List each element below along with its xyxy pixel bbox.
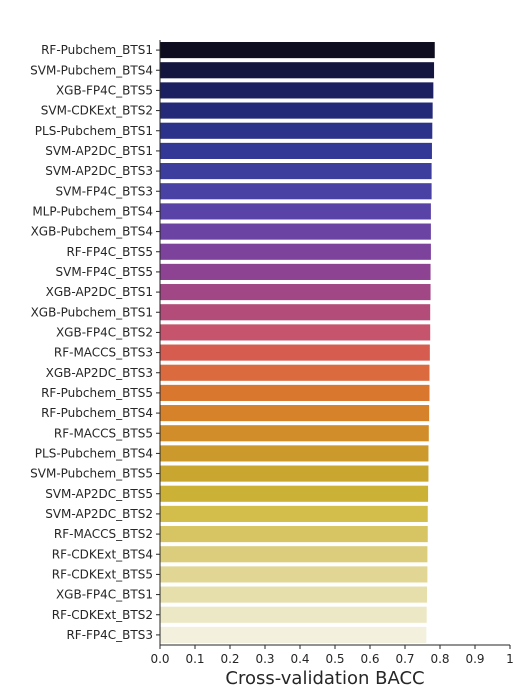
x-tick-label: 0.9 — [465, 652, 484, 666]
bar-SVM-Pubchem_BTS5 — [160, 465, 429, 482]
y-tick-label: MLP-Pubchem_BTS4 — [32, 204, 153, 218]
bar-XGB-FP4C_BTS2 — [160, 324, 431, 341]
y-tick-label: RF-CDKExt_BTS5 — [52, 567, 153, 581]
y-tick-label: XGB-AP2DC_BTS3 — [46, 366, 153, 380]
y-tick-label: RF-Pubchem_BTS1 — [41, 43, 153, 57]
bar-SVM-AP2DC_BTS3 — [160, 163, 432, 180]
bar-XGB-FP4C_BTS1 — [160, 586, 428, 603]
y-tick-labels: RF-Pubchem_BTS1 SVM-Pubchem_BTS4 XGB-FP4C_… — [30, 43, 160, 642]
x-tick-label: 0.0 — [150, 652, 169, 666]
y-tick-label: SVM-AP2DC_BTS2 — [45, 507, 153, 521]
y-tick-label: RF-Pubchem_BTS4 — [41, 406, 153, 420]
x-tick-label: 1 — [506, 652, 514, 666]
bar-RF-FP4C_BTS5 — [160, 243, 431, 260]
x-tick-label: 0.8 — [430, 652, 449, 666]
bar-XGB-AP2DC_BTS1 — [160, 284, 431, 301]
bar-XGB-AP2DC_BTS3 — [160, 364, 430, 381]
y-tick-label: XGB-FP4C_BTS2 — [56, 325, 153, 339]
y-tick-label: SVM-AP2DC_BTS3 — [45, 164, 153, 178]
bar-group — [160, 42, 435, 643]
bar-RF-FP4C_BTS3 — [160, 626, 427, 643]
x-tick-label: 0.3 — [255, 652, 274, 666]
bar-RF-Pubchem_BTS5 — [160, 384, 430, 401]
y-tick-label: RF-MACCS_BTS2 — [54, 527, 153, 541]
y-tick-label: SVM-FP4C_BTS3 — [56, 184, 153, 198]
x-tick-label: 0.2 — [220, 652, 239, 666]
y-tick-label: XGB-AP2DC_BTS1 — [46, 285, 153, 299]
y-tick-label: RF-MACCS_BTS3 — [54, 346, 153, 360]
y-tick-label: SVM-AP2DC_BTS5 — [45, 487, 153, 501]
bar-SVM-CDKExt_BTS2 — [160, 102, 433, 119]
y-tick-label: XGB-Pubchem_BTS4 — [31, 225, 153, 239]
bar-XGB-Pubchem_BTS1 — [160, 304, 431, 321]
bar-RF-CDKExt_BTS5 — [160, 566, 428, 583]
bar-SVM-Pubchem_BTS4 — [160, 62, 435, 79]
y-tick-label: RF-CDKExt_BTS4 — [52, 547, 153, 561]
x-axis-title: Cross-validation BACC — [225, 668, 424, 689]
x-tick-label: 0.7 — [395, 652, 414, 666]
x-tick-label: 0.6 — [360, 652, 379, 666]
x-tick-label: 0.4 — [290, 652, 309, 666]
x-tick-label: 0.5 — [325, 652, 344, 666]
bar-SVM-FP4C_BTS3 — [160, 183, 432, 200]
y-tick-label: XGB-FP4C_BTS1 — [56, 588, 153, 602]
y-tick-label: SVM-AP2DC_BTS1 — [45, 144, 153, 158]
bar-XGB-FP4C_BTS5 — [160, 82, 434, 99]
x-ticks: 0.0 0.1 0.2 0.3 0.4 0.5 0.6 0.7 0.8 0.9 1 — [150, 645, 514, 666]
bar-XGB-Pubchem_BTS4 — [160, 223, 431, 240]
bar-RF-Pubchem_BTS1 — [160, 42, 435, 59]
y-tick-label: RF-Pubchem_BTS5 — [41, 386, 153, 400]
bar-SVM-AP2DC_BTS1 — [160, 142, 432, 159]
y-tick-label: SVM-CDKExt_BTS2 — [41, 104, 153, 118]
bar-SVM-FP4C_BTS5 — [160, 263, 431, 280]
bar-RF-Pubchem_BTS4 — [160, 405, 430, 422]
y-tick-label: RF-MACCS_BTS5 — [54, 426, 153, 440]
y-tick-label: SVM-Pubchem_BTS5 — [30, 467, 153, 481]
y-tick-label: RF-FP4C_BTS3 — [66, 628, 153, 642]
bar-PLS-Pubchem_BTS4 — [160, 445, 429, 462]
y-tick-label: PLS-Pubchem_BTS1 — [35, 124, 153, 138]
y-tick-label: RF-CDKExt_BTS2 — [52, 608, 153, 622]
bar-PLS-Pubchem_BTS1 — [160, 122, 433, 139]
bar-RF-MACCS_BTS3 — [160, 344, 430, 361]
y-tick-label: SVM-FP4C_BTS5 — [56, 265, 153, 279]
y-tick-label: SVM-Pubchem_BTS4 — [30, 63, 153, 77]
y-tick-label: XGB-Pubchem_BTS1 — [31, 305, 153, 319]
bar-SVM-AP2DC_BTS5 — [160, 485, 429, 502]
bar-RF-MACCS_BTS5 — [160, 425, 429, 442]
bar-MLP-Pubchem_BTS4 — [160, 203, 431, 220]
x-tick-label: 0.1 — [185, 652, 204, 666]
y-tick-label: RF-FP4C_BTS5 — [66, 245, 153, 259]
y-tick-label: PLS-Pubchem_BTS4 — [35, 446, 153, 460]
y-tick-label: XGB-FP4C_BTS5 — [56, 83, 153, 97]
bar-RF-MACCS_BTS2 — [160, 526, 428, 543]
bar-RF-CDKExt_BTS2 — [160, 606, 427, 623]
bar-RF-CDKExt_BTS4 — [160, 546, 428, 563]
bar-SVM-AP2DC_BTS2 — [160, 505, 428, 522]
